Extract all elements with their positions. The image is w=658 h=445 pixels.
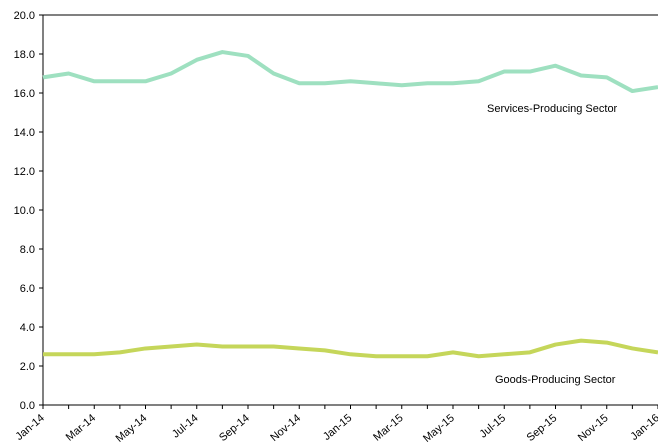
series-lines: [42, 50, 658, 359]
series-label-goods: Goods-Producing Sector: [495, 374, 616, 386]
x-tick-label: Sep-15: [525, 412, 560, 444]
x-tick-label: Nov-15: [576, 412, 611, 444]
y-tick-label: 16.0: [14, 88, 35, 100]
x-tick-label: May-15: [421, 412, 457, 445]
series-labels: Services-Producing Sector Goods-Producin…: [487, 103, 618, 386]
series-label-services: Services-Producing Sector: [487, 103, 618, 115]
series-line-services: [42, 50, 658, 94]
x-tick-label: Jan-14: [13, 412, 46, 443]
x-tick-label: May-14: [114, 412, 150, 445]
x-tick-label: Jul-15: [478, 412, 509, 440]
y-tick-label: 12.0: [14, 166, 35, 178]
y-tick-label: 4.0: [20, 322, 35, 334]
x-tick-label: Sep-14: [217, 412, 252, 444]
y-tick-label: 8.0: [20, 244, 35, 256]
x-tick-label: Jan-16: [628, 412, 658, 443]
y-tick-label: 14.0: [14, 127, 35, 139]
y-tick-label: 10.0: [14, 205, 35, 217]
y-tick-label: 0.0: [20, 400, 35, 412]
x-tick-label: Nov-14: [268, 412, 303, 444]
x-tick-label: Mar-15: [371, 412, 405, 444]
y-tick-label: 18.0: [14, 49, 35, 61]
series-line-goods: [43, 338, 658, 359]
y-tick-label: 20.0: [14, 10, 35, 22]
y-tick-label: 2.0: [20, 361, 35, 373]
x-tick-label: Mar-14: [64, 412, 98, 444]
x-tick-label: Jul-14: [170, 412, 201, 440]
x-tick-label: Jan-15: [321, 412, 354, 443]
y-tick-label: 6.0: [20, 283, 35, 295]
